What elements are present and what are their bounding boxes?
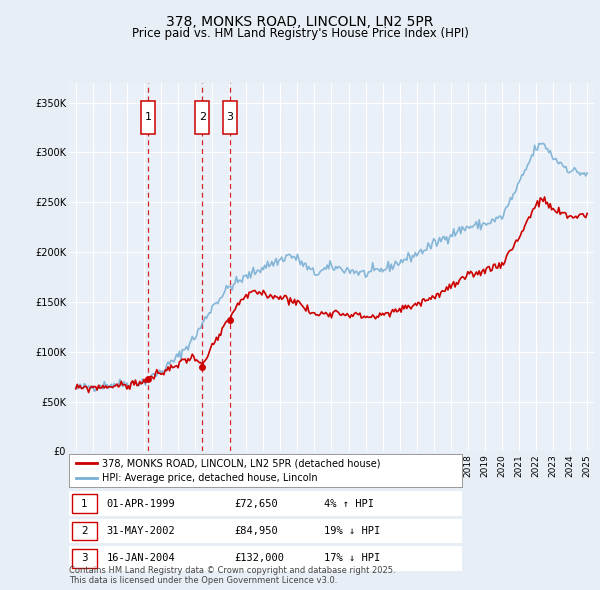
Text: £72,650: £72,650	[234, 499, 278, 509]
Text: £84,950: £84,950	[234, 526, 278, 536]
Text: 19% ↓ HPI: 19% ↓ HPI	[325, 526, 381, 536]
Bar	[72, 549, 97, 568]
Text: 1: 1	[81, 499, 88, 509]
Text: 3: 3	[226, 113, 233, 123]
Text: 2: 2	[199, 113, 206, 123]
Text: 1: 1	[145, 113, 152, 123]
Text: 17% ↓ HPI: 17% ↓ HPI	[325, 553, 381, 563]
Text: 4% ↑ HPI: 4% ↑ HPI	[325, 499, 374, 509]
Text: HPI: Average price, detached house, Lincoln: HPI: Average price, detached house, Linc…	[103, 473, 318, 483]
Bar	[141, 100, 155, 135]
Text: £132,000: £132,000	[234, 553, 284, 563]
Text: 378, MONKS ROAD, LINCOLN, LN2 5PR (detached house): 378, MONKS ROAD, LINCOLN, LN2 5PR (detac…	[103, 458, 381, 468]
Text: Contains HM Land Registry data © Crown copyright and database right 2025.
This d: Contains HM Land Registry data © Crown c…	[69, 566, 395, 585]
Text: Price paid vs. HM Land Registry's House Price Index (HPI): Price paid vs. HM Land Registry's House …	[131, 27, 469, 40]
Bar	[223, 100, 237, 135]
Bar	[195, 100, 209, 135]
Text: 3: 3	[81, 553, 88, 563]
Text: 16-JAN-2004: 16-JAN-2004	[106, 553, 175, 563]
Text: 31-MAY-2002: 31-MAY-2002	[106, 526, 175, 536]
Bar	[72, 494, 97, 513]
Text: 01-APR-1999: 01-APR-1999	[106, 499, 175, 509]
Text: 378, MONKS ROAD, LINCOLN, LN2 5PR: 378, MONKS ROAD, LINCOLN, LN2 5PR	[166, 15, 434, 29]
Bar	[72, 522, 97, 540]
Text: 2: 2	[81, 526, 88, 536]
